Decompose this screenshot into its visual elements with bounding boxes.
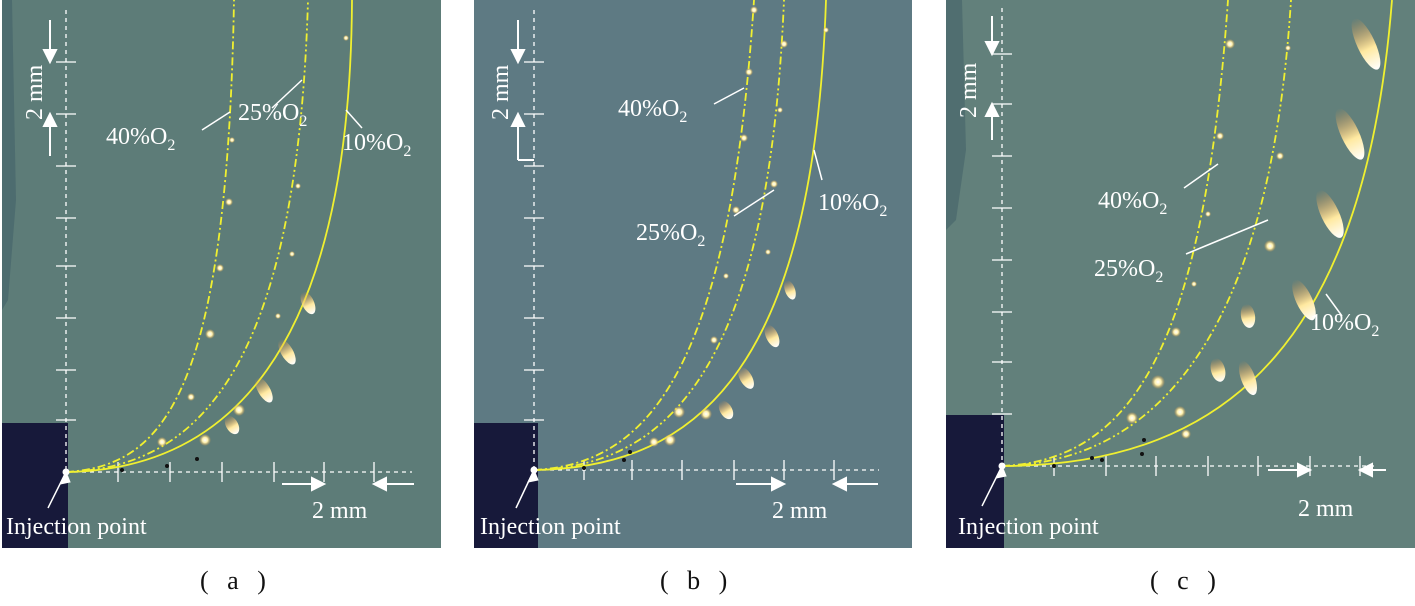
trajectory-40 bbox=[533, 0, 755, 471]
label-leaders bbox=[1183, 163, 1343, 317]
label-40pct-o2: 40%O2 bbox=[618, 96, 687, 126]
scale-y-label: 2 mm bbox=[956, 62, 982, 118]
injection-marker bbox=[981, 462, 1007, 507]
axis-ticks bbox=[56, 61, 375, 482]
injection-marker bbox=[47, 468, 71, 509]
label-leaders bbox=[713, 87, 823, 217]
axis-ticks bbox=[992, 53, 1361, 476]
panel-b: 2 mm 2 mm 40%O2 25%O2 10%O2 bbox=[474, 0, 912, 548]
axis-grid bbox=[533, 10, 879, 471]
panel-background bbox=[946, 0, 1415, 548]
scale-x-arrows bbox=[282, 476, 414, 492]
trajectory-25 bbox=[65, 0, 309, 473]
label-10pct-o2: 10%O2 bbox=[818, 190, 887, 220]
trajectory-10 bbox=[1001, 0, 1393, 467]
trajectory-10 bbox=[65, 0, 353, 473]
particles bbox=[582, 6, 829, 470]
panel-a-image: 2 mm 2 mm 40%O2 25%O2 10%O2 bbox=[2, 0, 441, 548]
caption-c: ( c ) bbox=[1150, 566, 1222, 595]
label-10pct-o2: 10%O2 bbox=[1310, 310, 1379, 340]
scale-x-label: 2 mm bbox=[772, 498, 828, 524]
scale-y-arrows bbox=[510, 20, 534, 161]
label-leaders bbox=[201, 79, 363, 131]
panel-c-image: 2 mm 2 mm 40%O2 25%O2 bbox=[946, 0, 1415, 548]
scale-y-label: 2 mm bbox=[488, 64, 514, 120]
injection-point-label: Injection point bbox=[958, 514, 1099, 540]
caption-a: ( a ) bbox=[200, 566, 272, 595]
scale-y-arrows bbox=[42, 20, 58, 156]
particles bbox=[120, 35, 349, 472]
panel-c: 2 mm 2 mm 40%O2 25%O2 bbox=[946, 0, 1415, 548]
injector-block bbox=[2, 423, 68, 548]
trajectory-40 bbox=[1001, 0, 1229, 467]
shadow-streak bbox=[2, 0, 16, 310]
injection-point-label: Injection point bbox=[6, 514, 147, 540]
panel-a: 2 mm 2 mm 40%O2 25%O2 10%O2 bbox=[2, 0, 441, 548]
panel-b-image: 2 mm 2 mm 40%O2 25%O2 10%O2 bbox=[474, 0, 912, 548]
scale-x-label: 2 mm bbox=[312, 498, 368, 524]
scale-y-arrows bbox=[984, 16, 1000, 140]
panel-background bbox=[2, 0, 441, 548]
injection-marker bbox=[515, 466, 539, 509]
scale-x-label: 2 mm bbox=[1298, 496, 1354, 522]
trajectory-40 bbox=[65, 0, 235, 473]
label-25pct-o2: 25%O2 bbox=[636, 220, 705, 250]
scale-x-arrows bbox=[1268, 462, 1386, 478]
label-40pct-o2: 40%O2 bbox=[1098, 188, 1167, 218]
axis-grid bbox=[1001, 8, 1376, 467]
shadow-streak bbox=[946, 0, 966, 230]
scale-y-label: 2 mm bbox=[22, 64, 48, 120]
label-40pct-o2: 40%O2 bbox=[106, 124, 175, 154]
scale-x-arrows bbox=[736, 476, 878, 492]
panel-background bbox=[474, 0, 912, 548]
axis-ticks bbox=[524, 61, 835, 480]
label-25pct-o2: 25%O2 bbox=[1094, 256, 1163, 286]
axis-grid bbox=[65, 10, 412, 473]
label-25pct-o2: 25%O2 bbox=[238, 100, 307, 130]
trajectory-25 bbox=[1001, 0, 1292, 467]
label-10pct-o2: 10%O2 bbox=[342, 130, 411, 160]
injection-point-label: Injection point bbox=[480, 514, 621, 540]
caption-b: ( b ) bbox=[660, 566, 734, 595]
particles bbox=[1052, 18, 1381, 468]
